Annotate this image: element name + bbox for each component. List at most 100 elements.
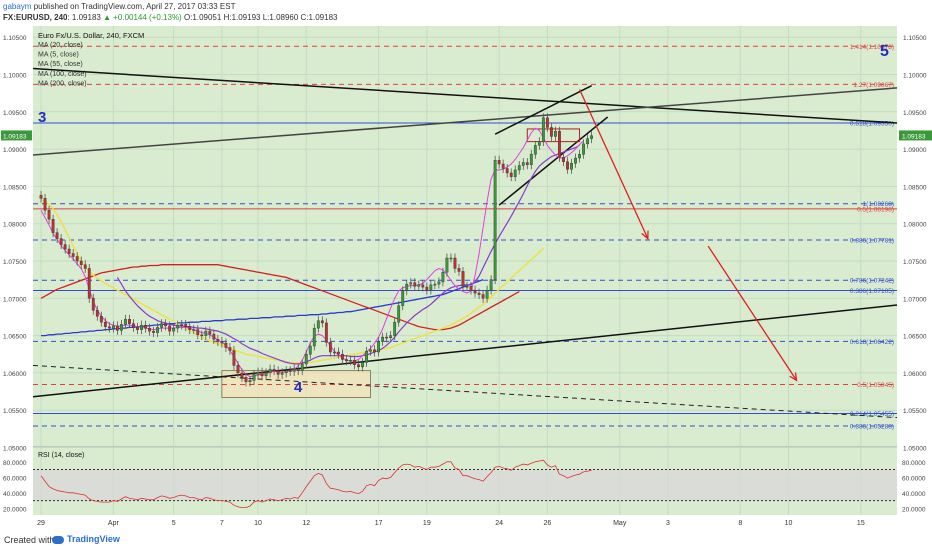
candle-body — [216, 339, 220, 342]
trendlines — [32, 67, 898, 419]
candle-body — [449, 257, 453, 260]
candle-body — [328, 342, 332, 353]
candle-body — [304, 354, 308, 365]
publish-line: gabaym published on TradingView.com, Apr… — [3, 2, 235, 11]
candle-body — [196, 329, 200, 336]
wedge-upper — [494, 85, 592, 135]
candle-body — [505, 168, 509, 174]
fib-label: 0.618(1.06422) — [850, 339, 894, 346]
y-tick-right: 1.10500 — [903, 35, 927, 42]
x-tick-label: 7 — [220, 520, 224, 527]
candle-body — [341, 354, 344, 360]
fib-label: 0.386(1.07105) — [850, 288, 894, 295]
x-tick-label: 29 — [37, 520, 45, 527]
rsi-tick-right: 80.0000 — [902, 460, 926, 467]
y-tick-left: 1.08000 — [3, 222, 27, 229]
chart-header: gabaym published on TradingView.com, Apr… — [0, 0, 932, 26]
rsi-pane: 80.0000 80.0000 60.0000 60.0000 40.0000 40.00… — [3, 452, 926, 513]
projection-arrows — [578, 89, 798, 382]
candle-body — [228, 347, 232, 351]
candle-body — [124, 318, 127, 325]
candle-body — [320, 320, 324, 324]
candle-body — [485, 289, 489, 299]
y-tick-left: 1.05000 — [3, 445, 27, 452]
y-tick-left: 1.10000 — [3, 72, 27, 79]
fib-label: 0.5(1.08198) — [857, 206, 894, 213]
candle-body — [184, 324, 188, 327]
candle-body — [441, 271, 445, 283]
legend-item: MA (200, close) — [38, 80, 87, 87]
x-tick-label: 19 — [423, 520, 431, 527]
candle-body — [393, 321, 397, 336]
wave-3-label: 3 — [38, 109, 46, 126]
y-tick-right: 1.06000 — [903, 371, 927, 378]
candle-body — [51, 219, 55, 233]
candle-body — [252, 374, 256, 381]
candle-body — [236, 365, 240, 374]
candle-body — [63, 244, 67, 250]
arrow-shaft — [707, 245, 798, 381]
x-tick-label: 10 — [785, 520, 793, 527]
candle-body — [409, 282, 413, 285]
right-axis-bg — [897, 26, 932, 530]
candle-body — [369, 349, 372, 352]
candle-body — [381, 336, 385, 342]
candle-body — [345, 359, 348, 362]
candle-body — [445, 257, 449, 273]
candle-body — [99, 315, 103, 323]
publish-text: published on TradingView.com, April 27, … — [33, 2, 236, 11]
ma-20-line — [116, 144, 580, 365]
candle-body — [256, 371, 260, 375]
rsi-tick-right: 20.0000 — [902, 506, 926, 513]
candle-body — [566, 161, 569, 170]
ohlc-line: FX:EURUSD, 240: 1.09183 ▲ +0.00144 (+0.1… — [3, 13, 338, 22]
wave-4-label: 4 — [294, 379, 303, 396]
small-box — [526, 128, 581, 143]
fib-label: 1.414(1.10378) — [850, 44, 894, 51]
candle-body — [111, 325, 115, 329]
candle-body — [67, 248, 71, 254]
rsi-band — [33, 469, 897, 501]
x-tick-label: 3 — [666, 520, 670, 527]
candle-body — [433, 283, 437, 286]
candle-body — [521, 162, 525, 166]
candle-body — [300, 363, 304, 371]
candle-body — [172, 327, 176, 332]
candle-body — [353, 360, 356, 365]
candle-body — [144, 324, 147, 329]
candle-body — [509, 172, 513, 177]
candle-body — [284, 370, 288, 374]
candle-body — [590, 135, 593, 139]
candle-body — [132, 323, 135, 328]
candle-body — [457, 268, 461, 272]
candle-body — [401, 290, 405, 306]
tradingview-logo[interactable]: TradingView — [52, 534, 120, 544]
symbol-label: FX:EURUSD, 240 — [3, 13, 68, 22]
candle-body — [276, 370, 280, 375]
candle-body — [357, 364, 360, 368]
arrow-shaft — [578, 89, 649, 239]
author-link[interactable]: gabaym — [3, 2, 32, 11]
y-tick-left: 1.08500 — [3, 184, 27, 191]
candle-body — [95, 310, 99, 317]
candle-body — [140, 324, 143, 330]
candle-body — [79, 260, 83, 265]
support-line — [32, 304, 898, 398]
fib-levels: 1.414(1.10378) 1.27(1.09867) 0.618(1.09350… — [33, 44, 897, 431]
candle-body — [469, 286, 473, 291]
resistance-line — [32, 67, 898, 124]
candle-body — [332, 351, 336, 354]
price-badge-left — [1, 130, 32, 141]
candle-body — [296, 368, 300, 371]
x-tick-label: May — [613, 520, 627, 527]
candle-body — [160, 323, 164, 328]
change-value: ▲ +0.00144 (+0.13%) — [103, 13, 182, 22]
fib-label: 0.214(1.05455) — [850, 411, 894, 418]
low-value: L:1.08960 — [262, 13, 299, 22]
candle-body — [578, 154, 581, 159]
candle-body — [192, 329, 196, 331]
fib-label: 0.786(1.07242) — [850, 278, 894, 285]
candle-body — [541, 117, 545, 142]
x-tick-label: Apr — [108, 520, 120, 527]
